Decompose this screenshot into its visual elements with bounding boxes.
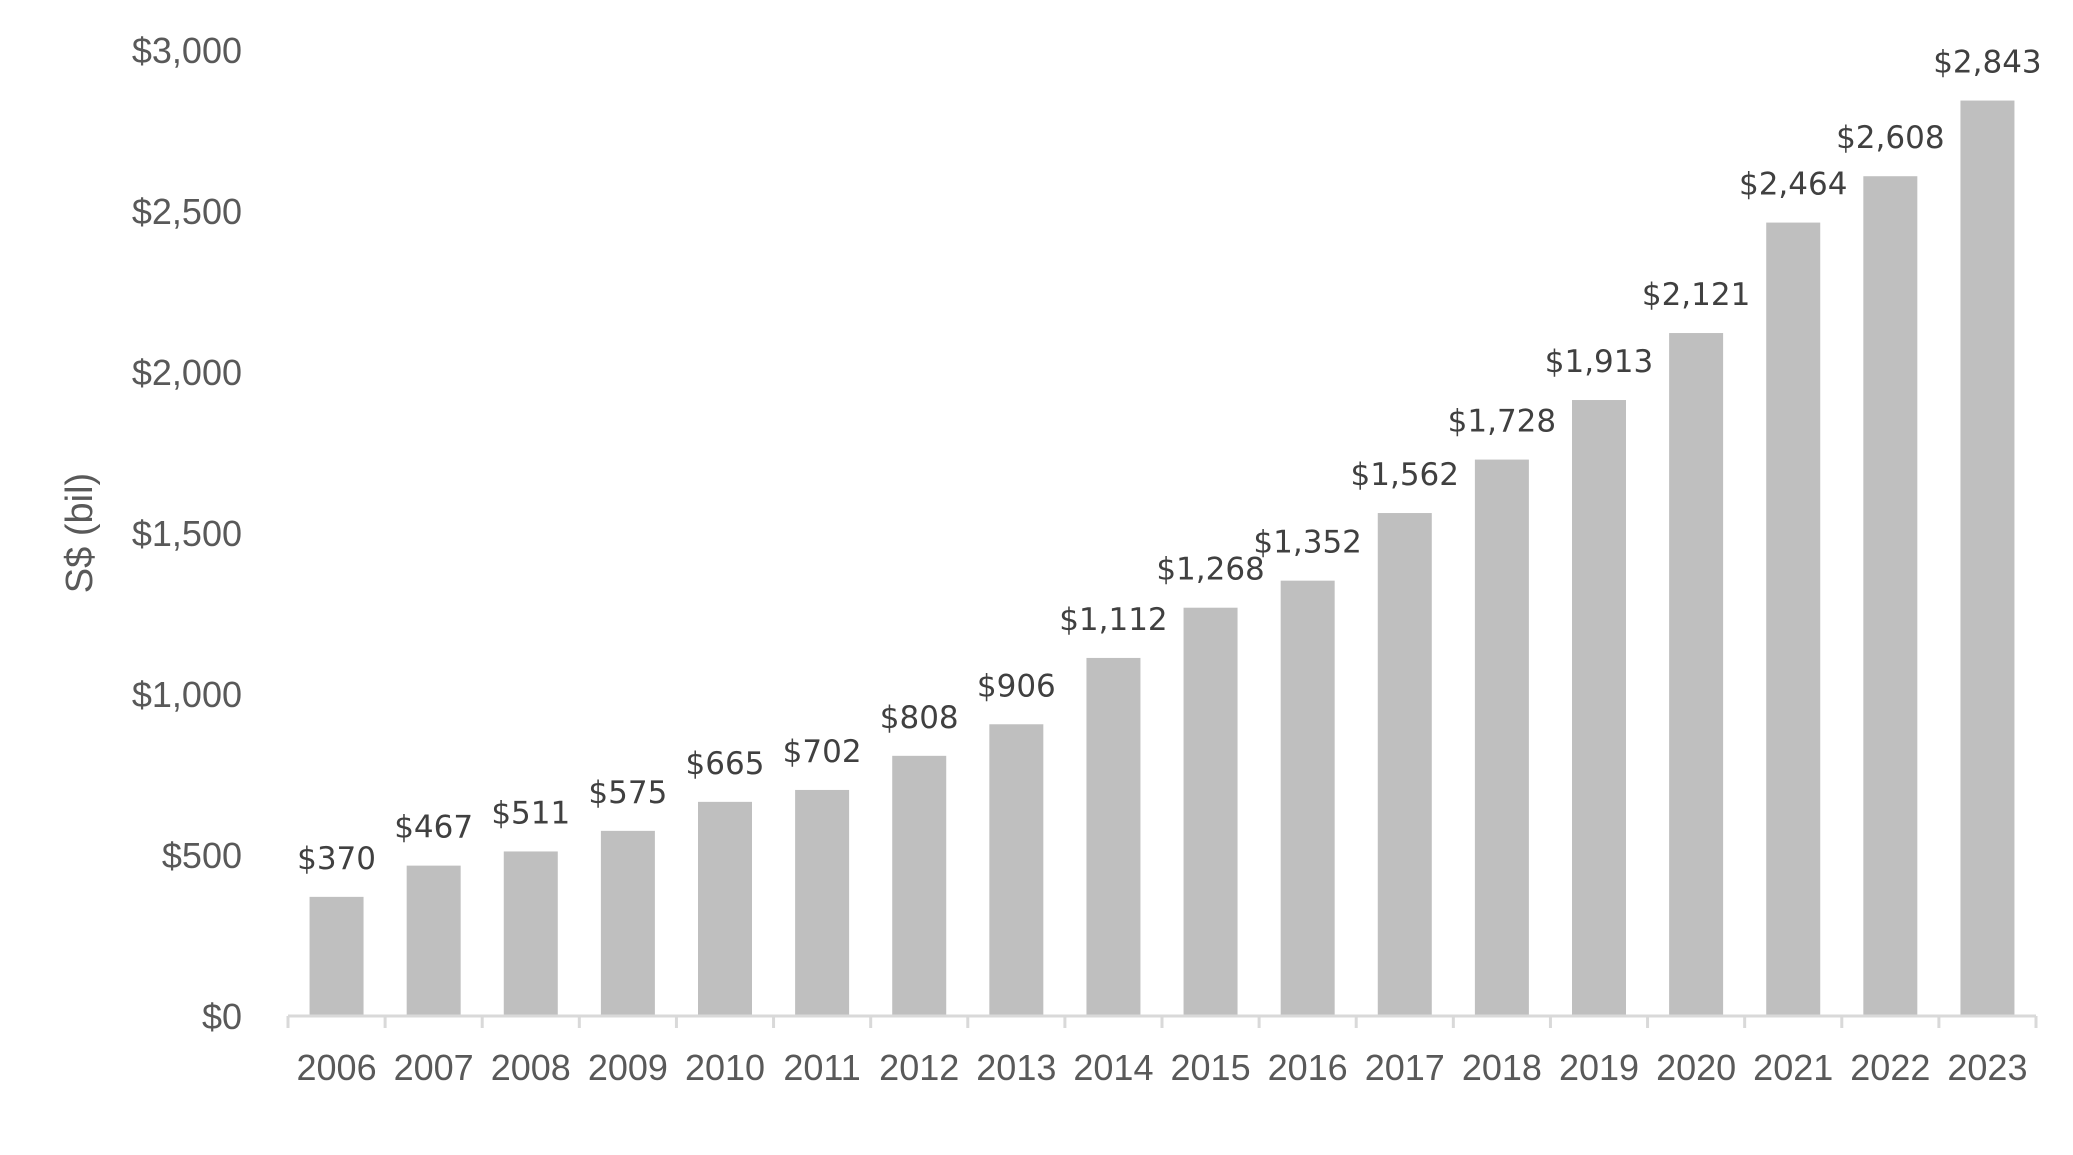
data-label: $808 — [880, 700, 959, 736]
x-tick-label: 2009 — [588, 1047, 668, 1088]
y-axis-label: S$ (bil) — [59, 473, 101, 593]
x-tick-label: 2007 — [394, 1047, 474, 1088]
x-tick-label: 2021 — [1753, 1047, 1833, 1088]
x-tick-label: 2010 — [685, 1047, 765, 1088]
data-labels: $370 $467 $511 $575 $665 $702 $808 $906$1,112 $1… — [297, 45, 2042, 877]
y-tick-label: $0 — [202, 996, 242, 1037]
bar — [795, 789, 850, 1016]
data-label: $1,112 — [1059, 602, 1167, 638]
x-tick-label: 2017 — [1365, 1047, 1445, 1088]
y-tick-label: $2,000 — [132, 352, 242, 393]
bar — [406, 865, 461, 1016]
bar — [892, 755, 947, 1016]
data-label: $665 — [686, 746, 765, 782]
data-label: $467 — [394, 810, 473, 846]
x-tick-label: 2023 — [1947, 1047, 2027, 1088]
x-tick-label: 2012 — [879, 1047, 959, 1088]
bar — [600, 830, 655, 1016]
x-tick-label: 2014 — [1073, 1047, 1153, 1088]
x-tick-label: 2018 — [1462, 1047, 1542, 1088]
x-tick-label: 2022 — [1850, 1047, 1930, 1088]
data-label: $370 — [297, 841, 376, 877]
bar — [1863, 176, 1918, 1016]
y-tick-label: $2,500 — [132, 191, 242, 232]
x-tick-label: 2011 — [783, 1047, 860, 1088]
data-label: $1,562 — [1351, 457, 1459, 493]
bar — [309, 896, 364, 1016]
data-label: $702 — [783, 734, 862, 770]
data-label: $575 — [588, 775, 667, 811]
x-axis — [286, 1014, 2038, 1028]
bar — [503, 851, 558, 1016]
x-axis-ticks: 2006 2007 2008 2009 2010 2011 2012 2013 2014 2015… — [297, 1047, 2028, 1088]
data-label: $2,121 — [1642, 277, 1750, 313]
data-label: $511 — [491, 795, 570, 831]
bar — [1183, 607, 1238, 1016]
data-label: $2,464 — [1739, 167, 1847, 203]
x-tick-label: 2016 — [1268, 1047, 1348, 1088]
bars — [309, 100, 2015, 1017]
bar — [1572, 400, 1626, 1016]
bar — [1474, 459, 1529, 1017]
x-tick-label: 2019 — [1559, 1047, 1639, 1088]
x-tick-label: 2006 — [297, 1047, 377, 1088]
data-label: $1,913 — [1545, 344, 1653, 380]
y-tick-label: $500 — [162, 835, 242, 876]
data-label: $2,843 — [1933, 45, 2041, 81]
y-tick-label: $1,500 — [132, 513, 242, 554]
y-axis-ticks: $0 $500 $1,000 $1,500 $2,000 $2,500 $3,000 — [132, 30, 242, 1037]
bar — [1280, 580, 1335, 1016]
bar — [1960, 100, 2015, 1016]
bar — [1669, 333, 1724, 1017]
x-tick-label: 2015 — [1171, 1047, 1251, 1088]
bar — [698, 801, 752, 1016]
data-label: $1,728 — [1448, 404, 1556, 440]
x-tick-label: 2013 — [976, 1047, 1056, 1088]
bar — [1377, 513, 1432, 1016]
bar — [989, 724, 1044, 1016]
data-label: $1,352 — [1253, 525, 1361, 561]
x-tick-label: 2008 — [491, 1047, 571, 1088]
y-tick-label: $3,000 — [132, 30, 242, 71]
y-tick-label: $1,000 — [132, 674, 242, 715]
bar — [1086, 657, 1141, 1016]
bar — [1766, 222, 1821, 1017]
data-label: $1,268 — [1156, 552, 1264, 588]
x-tick-label: 2020 — [1656, 1047, 1736, 1088]
data-label: $906 — [977, 668, 1056, 704]
data-label: $2,608 — [1836, 120, 1944, 156]
